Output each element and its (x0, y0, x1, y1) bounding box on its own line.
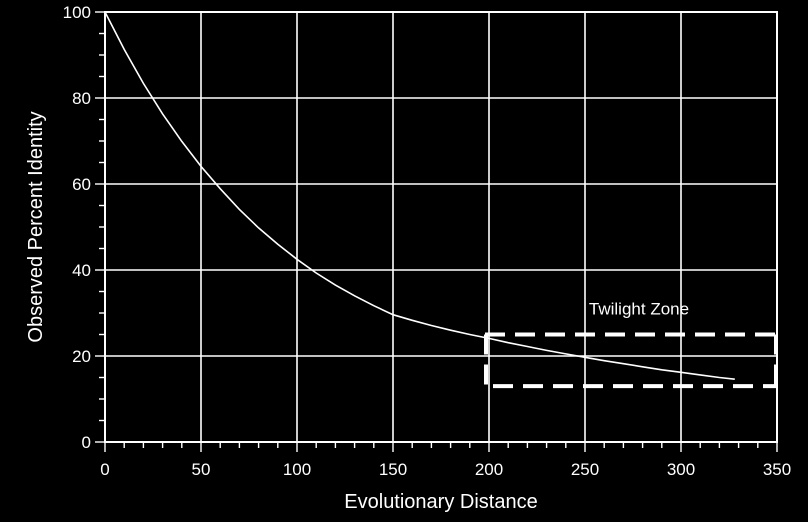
x-tick-label: 50 (192, 460, 211, 479)
y-tick-label: 60 (72, 175, 91, 194)
y-axis-title: Observed Percent Identity (25, 111, 47, 342)
x-tick-label: 200 (475, 460, 503, 479)
twilight-zone-label: Twilight Zone (589, 300, 689, 319)
plot-frame (104, 11, 778, 443)
y-tick-label: 100 (63, 3, 91, 22)
twilight-zone-box (484, 332, 778, 389)
x-tick-label: 350 (763, 460, 791, 479)
x-tick-label: 0 (100, 460, 109, 479)
x-tick-label: 300 (667, 460, 695, 479)
x-tick-label: 100 (283, 460, 311, 479)
x-axis-title: Evolutionary Distance (344, 491, 537, 513)
series-line (104, 11, 735, 380)
y-tick-label: 20 (72, 347, 91, 366)
x-tick-label: 250 (571, 460, 599, 479)
y-tick-labels: 0 20 40 60 80 100 (63, 3, 91, 452)
y-tick-label: 80 (72, 89, 91, 108)
x-tick-labels: 0 50 100 150 200 250 300 350 (100, 460, 791, 479)
y-tick-label: 0 (82, 433, 91, 452)
minor-ticks (95, 11, 778, 452)
y-tick-label: 40 (72, 261, 91, 280)
x-tick-label: 150 (379, 460, 407, 479)
